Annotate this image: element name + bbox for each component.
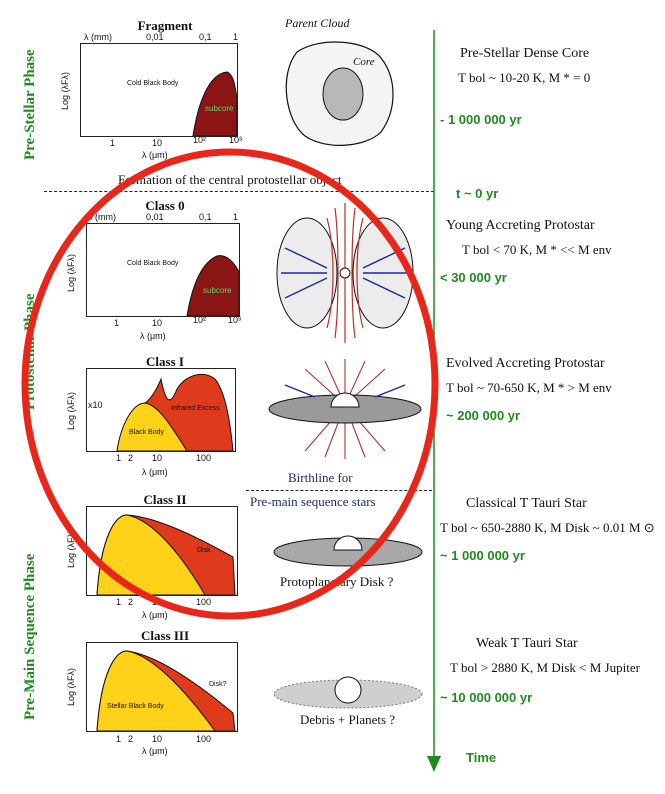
stage-age: < 30 000 yr [440,270,507,285]
stage-age: ~ 10 000 000 yr [440,690,533,705]
class2-excess-label: Disk [197,547,211,554]
fragment-title: Fragment [137,18,193,33]
stage-conditions: T bol ~ 10-20 K, M * = 0 [458,70,591,85]
class3-body-label: Stellar Black Body [107,703,164,710]
birthline-label-2: Pre-main sequence stars [250,494,376,509]
stage-age: - 1 000 000 yr [440,112,522,127]
class2-sed-plot: Disk [86,506,238,596]
stage-conditions: T bol ~ 650-2880 K, M Disk ~ 0.01 M ⊙ [440,520,655,535]
class2-x-tick: 2 [128,597,134,607]
class0-x-tick: 10² [193,315,207,325]
stage-name: Weak T Tauri Star [476,636,578,651]
class2-x-tick: 1 [116,597,122,607]
protostar-highlight-ellipse [21,148,439,620]
formation-label: Formation of the central protostellar ob… [118,172,342,187]
class1-title: Class I [146,354,184,369]
fragment-x-tick: 10² [193,135,207,145]
stage-name: Pre-Stellar Dense Core [460,46,590,61]
class0-x-tick: 10 [152,318,163,328]
stage-conditions: T bol < 70 K, M * << M env [462,242,612,257]
class3-x-tick: 10 [152,734,163,744]
class1-x-tick: 2 [128,453,134,463]
fragment-x-label: λ (μm) [142,150,168,160]
fragment-top-tick: 1 [233,32,239,42]
fragment-top-tick: 0,01 [146,32,164,42]
fragment-body-label: Cold Black Body [127,80,179,87]
fragment-x-tick: 1 [110,138,116,148]
class3-sed-plot: Stellar Black Body Disk? [86,642,238,732]
stage-name: Young Accreting Protostar [446,218,595,233]
class3-y-label: Log (λFλ) [66,667,76,706]
class3-x-tick: 2 [128,734,134,744]
birthline-label-1: Birthline for [288,470,353,485]
parent-cloud-sketch [285,41,394,146]
fragment-sed-curve [192,71,237,136]
fragment-top-axis-label: λ (mm) [84,32,112,42]
class0-x-tick: 1 [114,318,120,328]
class0-top-axis-label: λ (mm) [88,212,116,222]
class0-x-label: λ (μm) [140,331,166,341]
debris-disk-sketch [273,676,423,709]
stage-age: ~ 1 000 000 yr [440,548,525,563]
class1-scale-mark: x10 [88,400,103,410]
class1-x-tick: 10 [152,453,163,463]
class1-disk-sketch [268,359,422,459]
formation-divider [44,191,434,192]
class0-x-tick: 10³ [228,315,242,325]
class0-sed-plot: Cold Black Body subcore [86,223,240,317]
class3-x-tick: 100 [196,734,212,744]
class0-top-tick: 0,01 [146,212,164,222]
birthline-divider [246,490,432,491]
protoplanetary-disk-sketch [273,535,423,567]
class0-top-tick: 1 [233,212,239,222]
fragment-sed-plot: Cold Black Body subcore [80,43,238,137]
fragment-top-tick: 0,1 [199,32,212,42]
fragment-fill-label: subcore [205,104,234,113]
core-label: Core [353,56,375,68]
class0-fill-label: subcore [203,286,232,295]
fragment-y-label: Log (λFλ) [60,71,70,110]
debris-label: Debris + Planets ? [300,712,396,727]
class3-sed-curve [96,650,236,731]
class3-title: Class III [140,628,190,643]
time-label: Time [466,750,497,765]
class1-x-tick: 1 [116,453,122,463]
class3-x-label: λ (μm) [142,746,168,756]
class1-x-tick: 100 [196,453,212,463]
class0-body-label: Cold Black Body [127,260,179,267]
stage-age: ~ 200 000 yr [446,408,521,423]
stage-conditions: T bol ~ 70-650 K, M * > M env [446,380,612,395]
fragment-x-tick: 10 [152,138,163,148]
class1-body-label: Black Body [129,429,165,436]
stage-name: Evolved Accreting Protostar [446,356,605,371]
stage-conditions: T bol > 2880 K, M Disk < M Jupiter [450,660,640,675]
class1-sed-plot: Black Body Infrared Excess [86,368,236,452]
stage-name: Classical T Tauri Star [466,496,587,511]
class0-sed-curve [186,255,239,316]
class1-x-label: λ (μm) [142,467,168,477]
class0-title: Class 0 [145,198,185,213]
class0-top-tick: 0,1 [199,212,212,222]
fragment-x-tick: 10³ [229,135,243,145]
class1-excess-label: Infrared Excess [171,405,220,412]
class3-x-tick: 1 [116,734,122,744]
class1-sed-curve [116,373,234,451]
class2-sed-curve [96,514,236,595]
class2-x-tick: 100 [196,597,212,607]
class2-title: Class II [143,492,187,507]
parent-cloud-label: Parent Cloud [285,16,350,30]
class2-x-label: λ (μm) [142,610,168,620]
t-zero-label: t ~ 0 yr [456,186,499,201]
class3-excess-label: Disk? [209,681,227,688]
